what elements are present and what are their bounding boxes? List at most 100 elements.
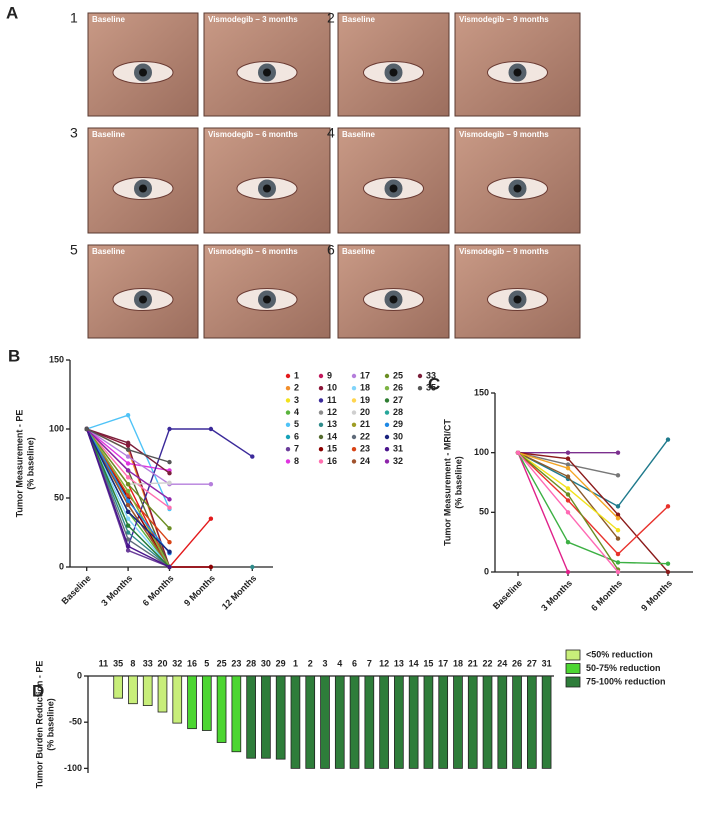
data-point	[615, 551, 621, 557]
data-point	[565, 462, 571, 467]
bar	[320, 675, 330, 769]
legend-label: 21	[360, 419, 370, 429]
legend-marker	[384, 398, 390, 403]
category-label: 16	[187, 658, 197, 668]
legend-marker	[351, 447, 357, 452]
legend-label: 27	[393, 395, 403, 405]
case-number: 2	[327, 10, 335, 26]
x-tick-label: 3 Months	[99, 573, 134, 608]
case-number: 4	[327, 125, 335, 141]
bar	[527, 675, 537, 769]
y-tick-label: -100	[64, 763, 82, 773]
category-label: 11	[99, 658, 109, 668]
x-tick-label: Baseline	[491, 578, 524, 611]
data-point	[84, 426, 89, 432]
data-point	[565, 498, 571, 503]
y-axis-label: (% baseline)	[453, 456, 463, 509]
data-point	[615, 569, 621, 575]
data-point	[125, 544, 131, 549]
category-label: 29	[276, 658, 286, 668]
category-label: 13	[394, 658, 404, 668]
data-point	[167, 480, 172, 486]
pupil	[139, 184, 147, 193]
data-point	[125, 482, 131, 487]
category-label: 6	[352, 658, 357, 668]
data-point	[167, 539, 172, 545]
case-number: 1	[70, 10, 78, 26]
pupil	[389, 295, 398, 304]
data-point	[565, 465, 571, 471]
category-label: 3	[322, 658, 327, 668]
category-label: 23	[231, 658, 241, 668]
series-line	[517, 452, 669, 556]
bar	[408, 675, 419, 769]
legend-marker	[351, 373, 357, 379]
photo-caption: Baseline	[342, 15, 375, 24]
bar	[261, 675, 271, 759]
photo-caption: Baseline	[92, 130, 125, 139]
bar	[142, 675, 153, 706]
y-axis-label: (% baseline)	[25, 437, 35, 490]
legend-label: 29	[393, 419, 403, 429]
data-point	[125, 475, 131, 480]
data-point	[125, 447, 131, 452]
data-point	[515, 450, 521, 455]
bar	[128, 675, 138, 705]
data-point	[125, 440, 131, 445]
photo-grid: 1 Baseline Vismodegib – 3 months 2 Baseline V…	[70, 10, 581, 339]
legend-label: 28	[393, 407, 403, 417]
data-point	[615, 512, 621, 517]
category-label: 28	[246, 658, 256, 668]
bar	[364, 675, 375, 769]
x-tick-label: 9 Months	[182, 573, 217, 608]
data-point	[167, 549, 172, 555]
bar	[201, 675, 212, 731]
legend-marker	[351, 410, 357, 415]
data-point	[208, 426, 214, 432]
category-label: 27	[527, 658, 537, 668]
case-number: 5	[70, 242, 78, 258]
y-tick-label: 50	[479, 507, 489, 517]
data-point	[250, 454, 255, 459]
x-tick-label: 12 Months	[220, 573, 259, 612]
legend-label: 11	[327, 395, 337, 405]
legend-marker	[285, 386, 291, 391]
data-point	[565, 569, 571, 575]
legend-label: 9	[327, 370, 332, 380]
data-point	[565, 450, 571, 455]
data-point	[615, 473, 621, 478]
legend-marker	[351, 459, 357, 464]
data-point	[208, 564, 214, 570]
category-label: 30	[261, 658, 271, 668]
bar	[157, 675, 168, 713]
data-point	[615, 560, 621, 565]
data-point	[167, 497, 172, 502]
category-label: 12	[379, 658, 389, 668]
legend-label: 35	[426, 383, 436, 393]
legend-swatch	[565, 676, 581, 688]
data-point	[565, 474, 571, 479]
legend-marker	[318, 410, 324, 415]
pupil	[389, 68, 398, 77]
data-point	[125, 413, 131, 418]
legend-marker	[384, 386, 390, 391]
data-point	[665, 569, 671, 575]
legend-label: 16	[327, 456, 337, 466]
photo-caption: Baseline	[342, 247, 375, 256]
y-tick-label: 0	[59, 561, 64, 571]
series-line	[517, 439, 669, 508]
legend-label: 4	[294, 407, 299, 417]
legend-label: 15	[327, 444, 337, 454]
data-point	[208, 516, 214, 521]
legend-marker	[351, 422, 357, 427]
legend-marker	[285, 447, 291, 452]
data-point	[665, 561, 671, 566]
data-point	[615, 516, 621, 521]
category-label: 33	[143, 658, 153, 668]
legend-label: 19	[360, 395, 370, 405]
category-label: 20	[157, 658, 167, 668]
y-tick-label: 0	[484, 566, 489, 576]
legend-marker	[318, 373, 324, 379]
data-point	[665, 504, 671, 509]
pupil	[139, 295, 147, 304]
